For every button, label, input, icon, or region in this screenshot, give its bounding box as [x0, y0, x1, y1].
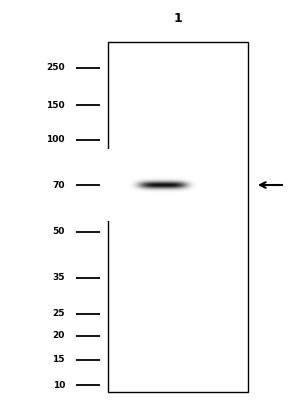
Text: 50: 50	[53, 228, 65, 236]
Text: 15: 15	[53, 356, 65, 364]
Text: 100: 100	[47, 136, 65, 144]
Text: 20: 20	[53, 332, 65, 340]
Text: 250: 250	[46, 64, 65, 72]
Bar	[108, 42, 248, 392]
Text: 25: 25	[53, 310, 65, 318]
Text: 70: 70	[53, 180, 65, 190]
Text: 35: 35	[53, 274, 65, 282]
Text: 1: 1	[173, 12, 182, 24]
Text: 10: 10	[53, 380, 65, 390]
Text: 150: 150	[46, 100, 65, 110]
